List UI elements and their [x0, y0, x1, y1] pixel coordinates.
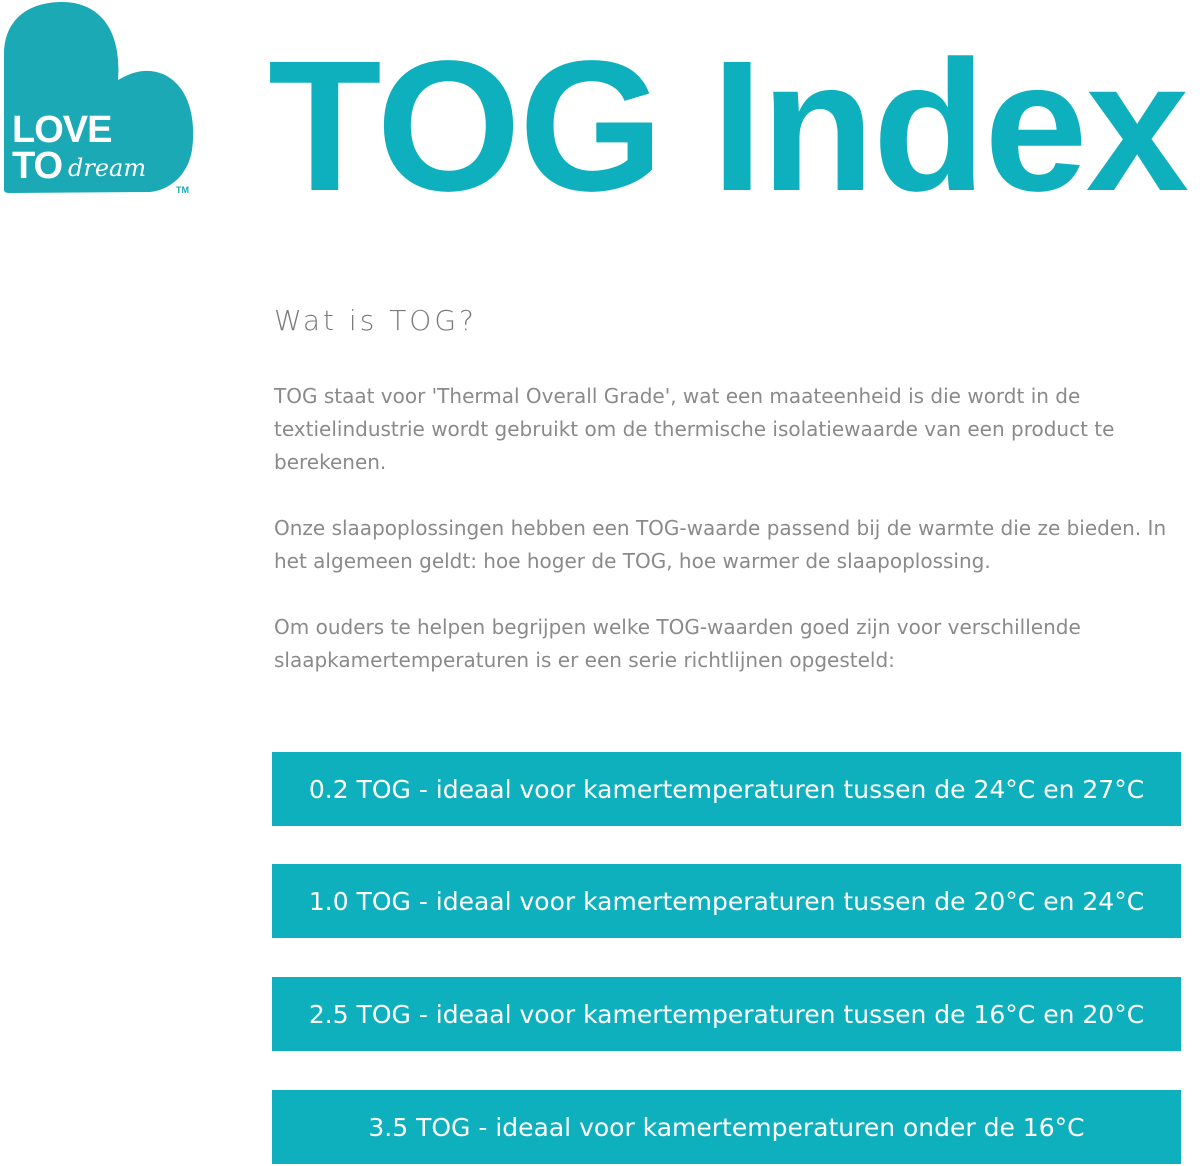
page-title: TOG Index — [268, 23, 1189, 230]
paragraph-definition: TOG staat voor 'Thermal Overall Grade', … — [274, 384, 1115, 474]
guideline-2-5-tog: 2.5 TOG - ideaal voor kamertemperaturen … — [272, 977, 1181, 1051]
logo-dream-text: dream — [68, 154, 146, 182]
guideline-1-0-tog: 1.0 TOG - ideaal voor kamertemperaturen … — [272, 864, 1181, 938]
guideline-3-5-tog: 3.5 TOG - ideaal voor kamertemperaturen … — [272, 1090, 1181, 1164]
paragraph-tog-value: Onze slaapoplossingen hebben een TOG-waa… — [274, 516, 1167, 573]
love-to-dream-logo: LOVE TO dream TM — [0, 0, 200, 200]
logo-tm: TM — [176, 185, 189, 195]
paragraph-guidelines: Om ouders te helpen begrijpen welke TOG-… — [274, 615, 1081, 672]
guideline-0-2-tog: 0.2 TOG - ideaal voor kamertemperaturen … — [272, 752, 1181, 826]
section-heading: Wat is TOG? — [274, 304, 477, 337]
logo-love-text: LOVE — [12, 109, 111, 151]
logo-to-text: TO — [12, 145, 62, 187]
